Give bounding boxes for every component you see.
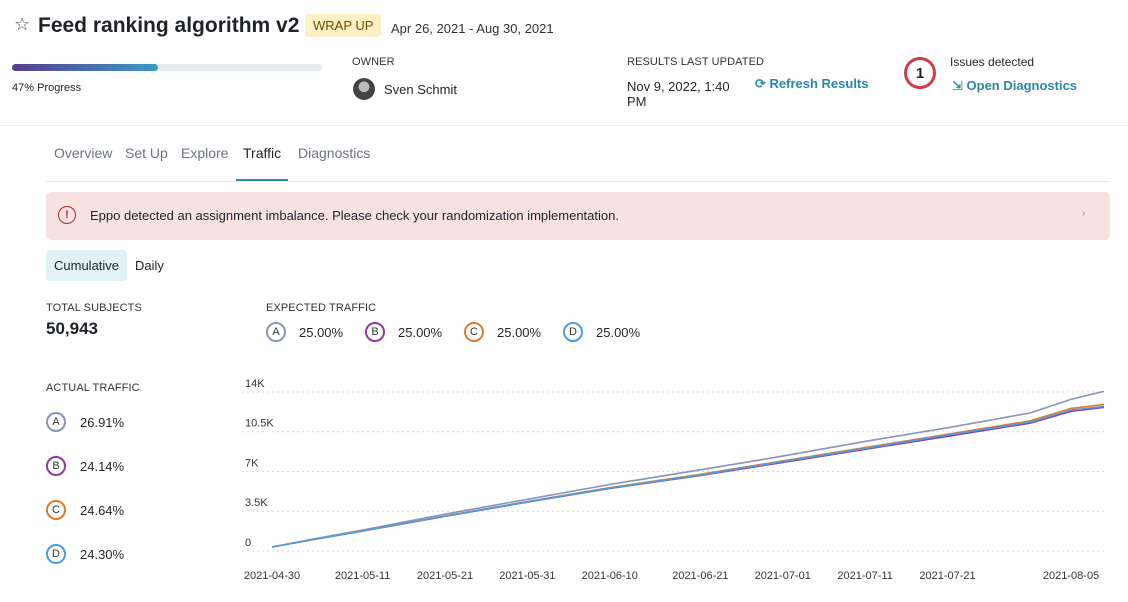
x-tick-label: 2021-07-01	[755, 570, 811, 582]
y-tick-label: 14K	[245, 378, 265, 390]
x-tick-label: 2021-08-05	[1043, 570, 1099, 582]
x-tick-label: 2021-06-21	[672, 570, 728, 582]
x-tick-label: 2021-07-21	[919, 570, 975, 582]
y-tick-label: 0	[245, 537, 251, 549]
x-tick-label: 2021-05-31	[499, 570, 555, 582]
y-tick-label: 7K	[245, 457, 259, 469]
x-tick-label: 2021-04-30	[244, 570, 300, 582]
y-tick-label: 10.5K	[245, 418, 274, 430]
x-tick-label: 2021-07-11	[837, 570, 892, 582]
x-tick-label: 2021-06-10	[582, 570, 638, 582]
y-tick-label: 3.5K	[245, 497, 268, 509]
x-tick-label: 2021-05-11	[335, 570, 390, 582]
series-line	[272, 406, 1104, 547]
x-tick-label: 2021-05-21	[417, 570, 473, 582]
series-line	[272, 391, 1104, 547]
